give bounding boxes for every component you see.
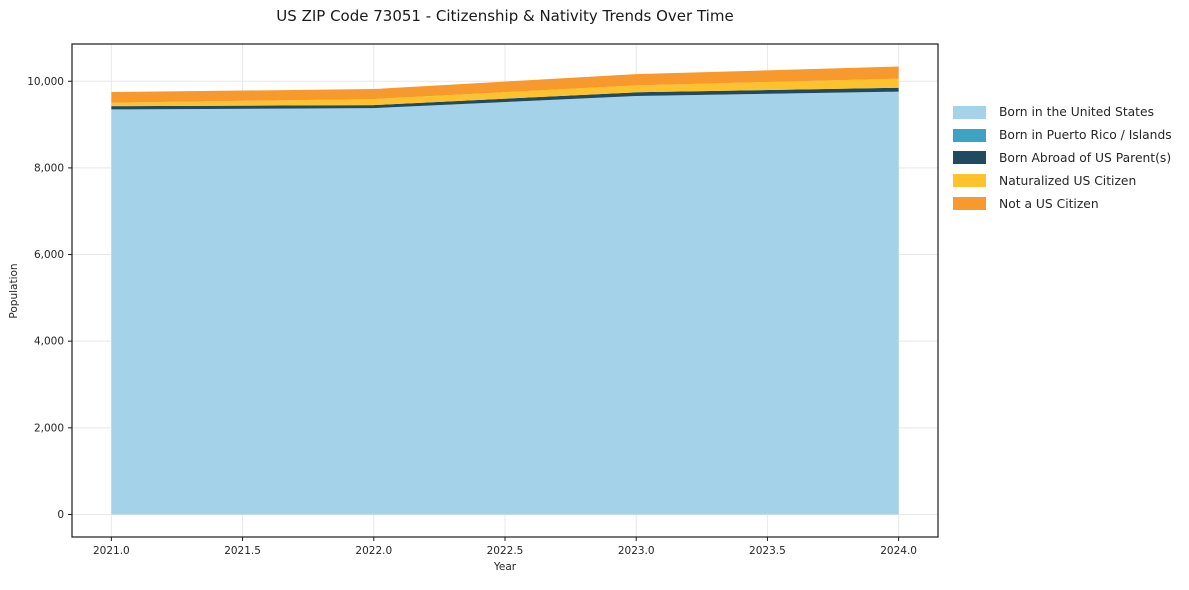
area-layer-0	[111, 91, 899, 515]
area-layer-2	[111, 87, 899, 110]
legend-swatch-icon	[953, 197, 986, 211]
y-axis-label: Population	[8, 263, 20, 319]
y-tick-label: 10,000	[27, 76, 64, 88]
y-tick-label: 2,000	[34, 422, 64, 434]
y-axis: 0 2,000 4,000 6,000 8,000 10,000	[27, 76, 72, 521]
legend-item-2: Born Abroad of US Parent(s)	[953, 147, 1172, 170]
x-tick-label: 2022.5	[487, 545, 524, 557]
area-layer-4	[111, 66, 899, 103]
x-tick-label: 2021.5	[224, 545, 261, 557]
legend-item-3: Naturalized US Citizen	[953, 169, 1172, 192]
legend-swatch-icon	[953, 105, 986, 119]
legend-swatch-icon	[953, 174, 986, 188]
y-tick-label: 0	[57, 509, 64, 521]
legend-swatch-icon	[953, 128, 986, 142]
x-axis: 2021.0 2021.5 2022.0 2022.5 2023.0 2023.5 2024…	[93, 537, 917, 557]
area-layer-3	[111, 78, 899, 107]
legend-swatch-icon	[953, 151, 986, 165]
chart-title: US ZIP Code 73051 - Citizenship & Nativi…	[276, 7, 734, 25]
x-tick-label: 2024.0	[880, 545, 917, 557]
x-tick-label: 2023.0	[618, 545, 655, 557]
legend-label: Not a US Citizen	[999, 196, 1099, 211]
y-tick-label: 4,000	[34, 336, 64, 348]
legend-label: Born Abroad of US Parent(s)	[999, 150, 1172, 165]
y-tick-label: 8,000	[34, 162, 64, 174]
legend-label: Born in Puerto Rico / Islands	[999, 128, 1172, 143]
y-tick-label: 6,000	[34, 249, 64, 261]
area-series	[111, 66, 899, 515]
x-tick-label: 2022.0	[355, 545, 392, 557]
plot-border	[71, 43, 939, 538]
x-axis-label: Year	[493, 561, 517, 573]
legend-label: Naturalized US Citizen	[999, 173, 1137, 188]
legend-item-1: Born in Puerto Rico / Islands	[953, 124, 1172, 147]
x-tick-label: 2023.5	[749, 545, 786, 557]
x-tick-label: 2021.0	[93, 545, 130, 557]
legend: Born in the United States Born in Puerto …	[953, 101, 1172, 215]
legend-item-4: Not a US Citizen	[953, 192, 1172, 215]
legend-item-0: Born in the United States	[953, 101, 1172, 124]
legend-label: Born in the United States	[999, 105, 1154, 120]
